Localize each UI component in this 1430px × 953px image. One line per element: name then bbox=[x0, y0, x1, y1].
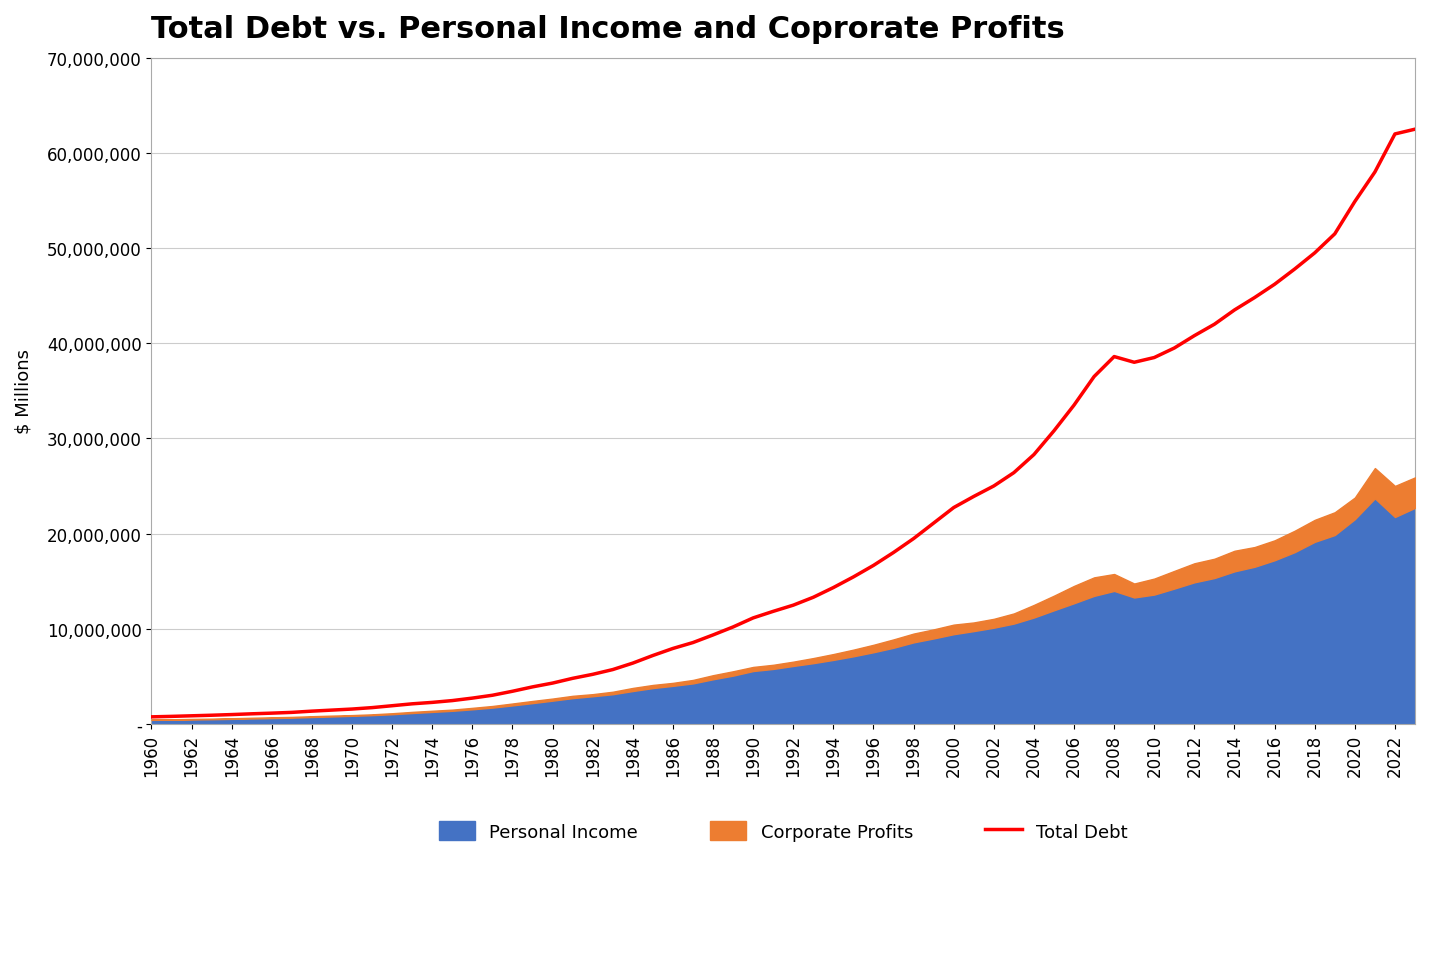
Y-axis label: $ Millions: $ Millions bbox=[14, 349, 33, 434]
Legend: Personal Income, Corporate Profits, Total Debt: Personal Income, Corporate Profits, Tota… bbox=[432, 814, 1135, 848]
Text: Total Debt vs. Personal Income and Coprorate Profits: Total Debt vs. Personal Income and Copro… bbox=[152, 15, 1065, 44]
